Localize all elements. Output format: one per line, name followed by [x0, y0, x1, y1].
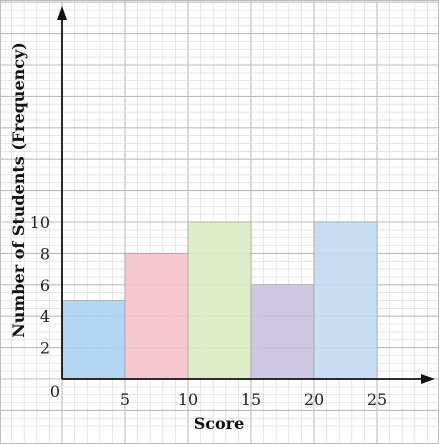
histogram-bar [313, 221, 378, 380]
y-axis-title: Number of Students (Frequency) [9, 42, 28, 338]
histogram-bar [250, 284, 315, 380]
x-axis-arrow-icon [421, 374, 435, 384]
histogram-bar [61, 300, 126, 380]
y-axis-arrow-icon [57, 6, 67, 20]
origin-label: 0 [50, 382, 60, 401]
histogram-bar [187, 221, 252, 380]
x-tick-label: 10 [178, 390, 198, 409]
axes [57, 6, 435, 384]
x-axis-title: Score [194, 414, 245, 433]
tick-labels: 5 10 15 20 25 2 4 6 8 10 [30, 213, 388, 409]
histogram-bar [124, 253, 189, 380]
x-tick-label: 5 [120, 390, 130, 409]
x-tick-label: 25 [367, 390, 387, 409]
x-tick-label: 20 [304, 390, 324, 409]
y-tick-label: 10 [30, 213, 50, 232]
x-tick-label: 15 [241, 390, 261, 409]
y-tick-label: 6 [40, 276, 50, 295]
y-tick-label: 4 [40, 307, 50, 326]
bars [61, 221, 378, 380]
y-tick-label: 2 [40, 339, 50, 358]
y-tick-label: 8 [40, 244, 50, 263]
